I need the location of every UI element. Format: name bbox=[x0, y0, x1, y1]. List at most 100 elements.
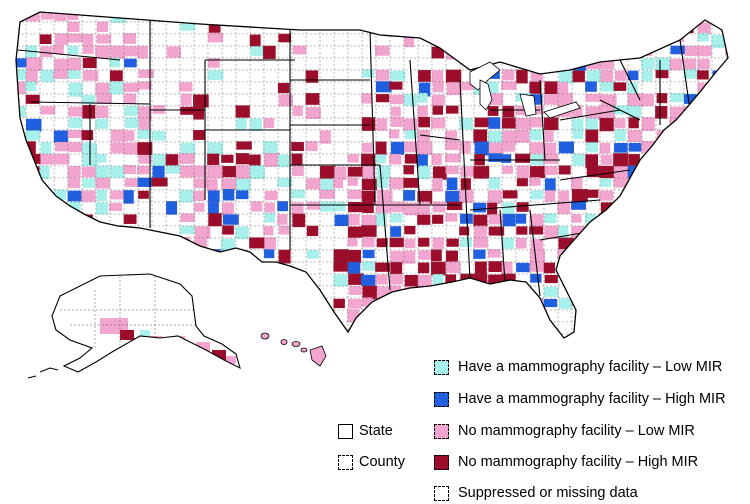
county-cell bbox=[361, 117, 376, 131]
county-cell bbox=[530, 70, 543, 83]
county-cell bbox=[655, 274, 671, 289]
county-cell bbox=[613, 250, 624, 259]
county-cell bbox=[236, 118, 247, 130]
county-cell bbox=[109, 202, 123, 211]
legend-label-missing: Suppressed or missing data bbox=[458, 485, 638, 501]
county-cell bbox=[82, 166, 98, 178]
county-cell bbox=[110, 129, 126, 142]
county-cell bbox=[725, 154, 728, 167]
county-cell bbox=[390, 262, 403, 277]
county-cell bbox=[292, 105, 303, 117]
county-cell bbox=[194, 237, 207, 248]
county-cell bbox=[529, 214, 544, 227]
county-cell bbox=[529, 226, 544, 235]
county-cell bbox=[473, 129, 488, 144]
county-cell bbox=[123, 214, 137, 224]
county-cell bbox=[319, 189, 336, 199]
county-cell bbox=[403, 297, 417, 306]
county-cell bbox=[445, 250, 459, 262]
county-cell bbox=[81, 94, 96, 104]
county-cell bbox=[628, 33, 644, 46]
county-cell bbox=[698, 178, 715, 192]
county-cell bbox=[404, 141, 420, 153]
county-cell bbox=[516, 262, 531, 273]
county-cell bbox=[26, 12, 40, 22]
county-cell bbox=[586, 142, 598, 153]
county-cell bbox=[110, 142, 126, 154]
county-cell bbox=[432, 201, 446, 213]
county-cell bbox=[68, 117, 83, 129]
county-cell bbox=[305, 70, 319, 83]
county-cell bbox=[712, 154, 725, 169]
county-cell bbox=[599, 273, 610, 282]
county-cell bbox=[180, 106, 195, 115]
county-cell bbox=[138, 106, 152, 121]
legend-swatch-missing bbox=[434, 486, 449, 501]
county-cell bbox=[585, 298, 598, 308]
county-cell bbox=[96, 21, 109, 33]
county-cell bbox=[305, 309, 317, 324]
county-cell bbox=[627, 189, 642, 201]
county-cell bbox=[120, 330, 134, 340]
county-cell bbox=[572, 118, 584, 133]
county-cell bbox=[417, 214, 431, 225]
county-cell bbox=[278, 33, 292, 43]
county-cell bbox=[586, 322, 601, 333]
county-cell bbox=[628, 262, 643, 272]
county-cell bbox=[557, 262, 573, 272]
county-cell bbox=[249, 261, 260, 276]
county-cell bbox=[613, 105, 629, 115]
county-cell bbox=[16, 309, 24, 324]
county-cell bbox=[96, 189, 107, 201]
county-cell bbox=[543, 286, 559, 297]
county-cell bbox=[291, 142, 304, 151]
county-cell bbox=[151, 177, 168, 187]
county-cell bbox=[613, 166, 630, 180]
county-cell bbox=[96, 34, 112, 44]
county-cell bbox=[67, 21, 80, 33]
county-cell bbox=[712, 70, 728, 79]
county-cell bbox=[544, 225, 561, 240]
county-cell bbox=[641, 70, 653, 82]
county-cell bbox=[628, 178, 639, 192]
county-cell bbox=[124, 237, 137, 248]
county-cell bbox=[544, 178, 556, 192]
county-cell bbox=[418, 262, 430, 274]
county-cell bbox=[670, 141, 683, 154]
county-cell bbox=[109, 237, 123, 252]
county-cell bbox=[138, 118, 150, 132]
county-cell bbox=[488, 81, 499, 95]
county-cell bbox=[431, 153, 442, 165]
county-cell bbox=[487, 106, 499, 116]
county-cell bbox=[599, 34, 610, 44]
county-cell bbox=[39, 34, 52, 44]
county-cell bbox=[600, 46, 614, 59]
legend-label-state: State bbox=[359, 423, 393, 439]
county-cell bbox=[418, 297, 432, 312]
county-cell bbox=[54, 237, 70, 248]
county-cell bbox=[25, 45, 38, 60]
county-cell bbox=[516, 178, 528, 187]
county-cell bbox=[432, 81, 444, 93]
county-cell bbox=[334, 166, 347, 180]
county-cell bbox=[264, 237, 276, 250]
county-cell bbox=[123, 93, 137, 104]
county-cell bbox=[683, 21, 694, 34]
county-cell bbox=[333, 298, 345, 309]
county-cell bbox=[347, 166, 363, 177]
county-cell bbox=[432, 105, 444, 115]
county-cell bbox=[16, 142, 28, 157]
county-cell bbox=[529, 262, 546, 272]
county-cell bbox=[250, 321, 266, 332]
county-cell bbox=[641, 141, 657, 153]
county-cell bbox=[502, 34, 517, 44]
county-cell bbox=[599, 250, 612, 260]
county-cell bbox=[180, 142, 196, 157]
county-cell bbox=[16, 226, 26, 241]
county-cell bbox=[389, 273, 403, 285]
county-cell bbox=[628, 154, 640, 167]
county-cell bbox=[432, 166, 447, 180]
county-cell bbox=[235, 226, 249, 240]
county-cell bbox=[375, 94, 390, 103]
county-cell bbox=[460, 298, 471, 309]
